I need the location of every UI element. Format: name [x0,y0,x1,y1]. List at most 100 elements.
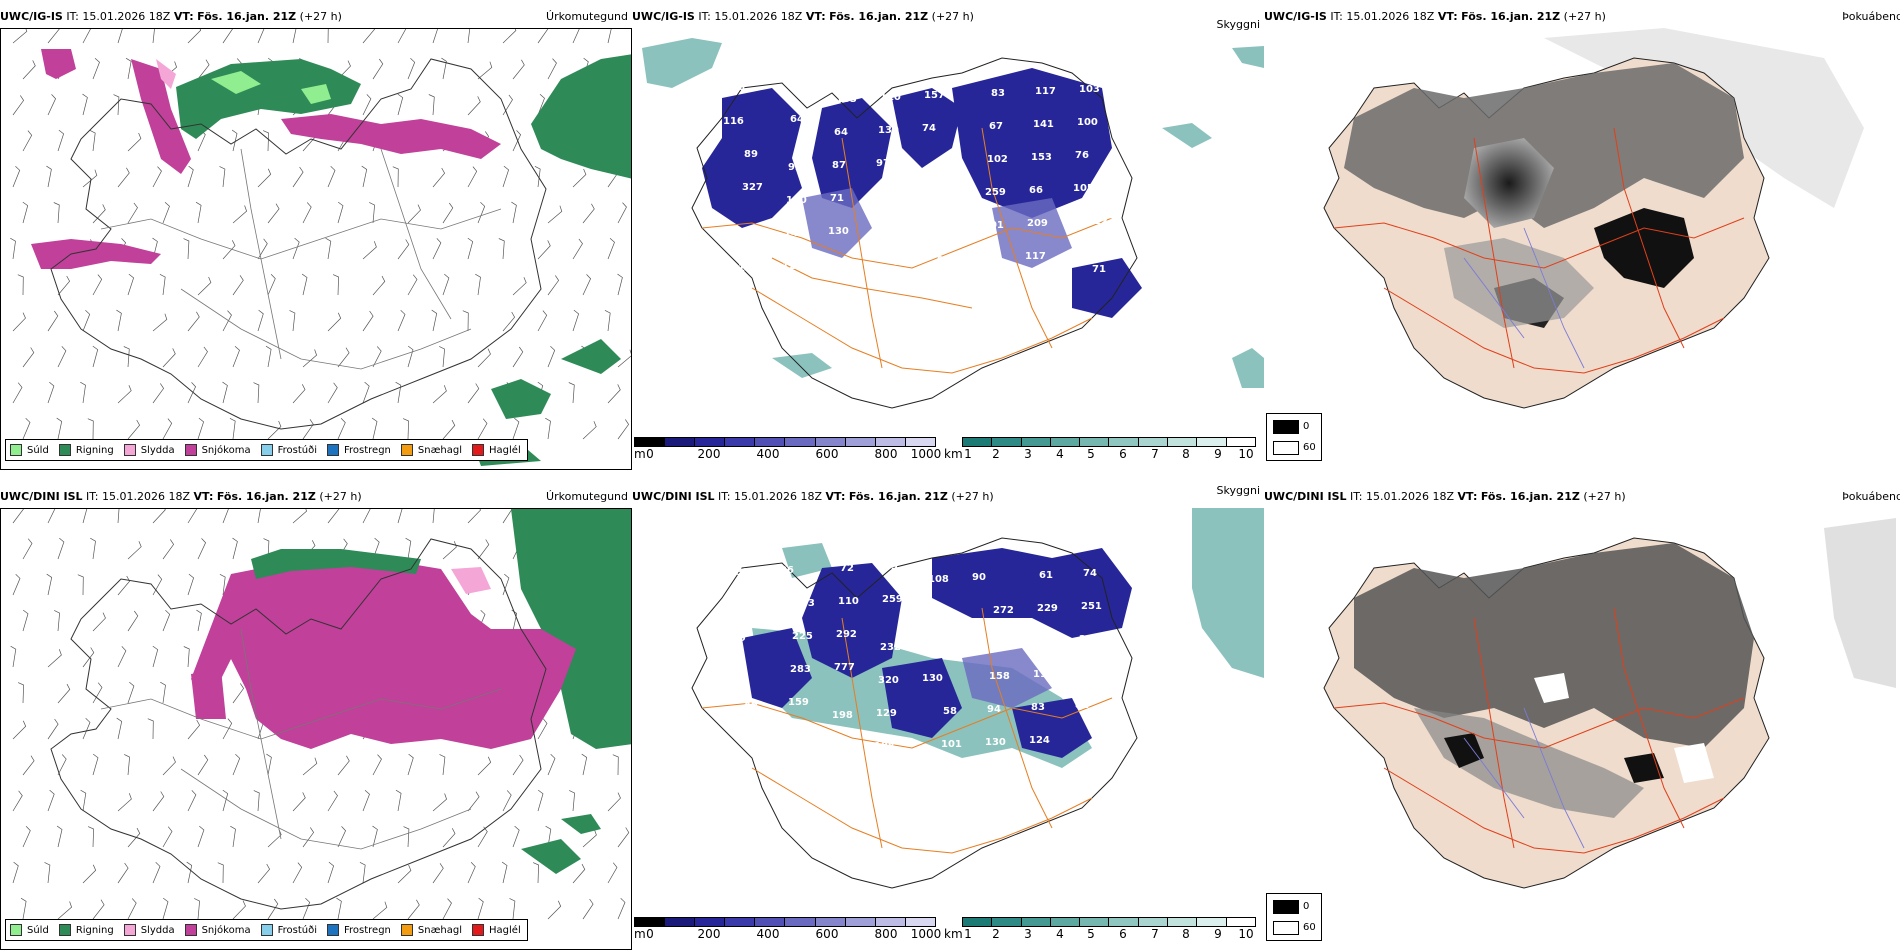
wind-barb [12,720,27,740]
ceiling-value-label: 116 [723,116,744,127]
legend-item-snow: Snjókoma [184,444,251,456]
wind-barb [44,862,51,884]
ceiling-value-label: 308 [1035,636,1056,647]
wind-barb [432,167,446,188]
ceiling-value-label: 154 [1077,667,1098,678]
ceiling-value-label: 209 [1027,218,1048,229]
ceiling-value-label: 119 [740,230,761,241]
ceiling-value-label: 259 [985,187,1006,198]
ceiling-value-label: 94 [987,704,1001,715]
wind-barb [253,382,260,404]
wind-barb [572,238,583,260]
wind-barb [187,165,194,188]
wind-barb [22,201,29,224]
wind-barb [152,313,168,332]
wind-barb [187,311,200,332]
legend-item-snow-pellets: Snæhagl [400,924,462,936]
rain-area-east [511,509,631,749]
wind-barb [617,827,630,848]
wind-barb [80,381,86,404]
ceiling-value-label: 100 [1077,117,1098,128]
wind-barb [222,718,233,740]
wind-barb [537,240,551,260]
wind-barb [362,310,374,332]
ceiling-value-label: 206 [773,565,794,576]
wind-barb [532,862,539,884]
wind-barb [113,94,120,116]
ceiling-value-label: 130 [828,226,849,237]
wind-barb [604,309,611,332]
wind-barb [547,345,556,368]
wind-barb [362,241,377,260]
wind-barb [395,381,402,404]
wind-barb [405,537,412,560]
roads [701,127,1113,374]
ceiling-value-label: 190 [786,195,807,206]
rain-area-south [471,339,621,466]
sleet-area [156,59,176,89]
wind-barb [222,509,229,524]
wind-barb [403,826,410,848]
wind-barb [617,897,626,920]
model-name: UWC/IG-IS [1264,10,1327,23]
wind-barb [152,861,161,884]
wind-barb [116,309,122,332]
wind-barb [267,274,276,296]
ceiling-value-label: 141 [1033,119,1054,130]
wind-barb [187,382,197,404]
ceiling-value-label: 198 [832,710,853,721]
wind-barb [292,792,306,812]
ceiling-value-label: 130 [878,125,899,136]
wind-barb [582,203,595,224]
wind-barb [582,898,594,920]
wind-barb [127,541,142,560]
wind-barb [467,166,478,188]
wind-barb [186,861,193,884]
ceiling-value-label: 74 [1083,568,1097,579]
wind-barb [428,94,435,116]
wind-barb [572,309,580,332]
ceiling-map-svg: 132 206 72 83 108 90 61 74 164 103 110 259 245 272 229… [691,508,1264,889]
panel-fog-dini: UWC/DINI ISL IT: 15.01.2026 18Z VT: Fös.… [1264,488,1900,950]
ceiling-value-label: 251 [1081,601,1102,612]
ceiling-value-label: 70 [943,156,957,167]
wind-barb [77,574,84,596]
wind-barb [371,417,378,440]
wind-barb [568,382,575,404]
wind-barb [197,346,208,368]
wind-barb [82,509,88,524]
wind-barb [397,29,407,44]
wind-barb [327,29,329,44]
wind-barb [54,610,60,632]
legend-swatch [327,444,339,456]
legend-item-freezing-rain: Frostregn [327,444,391,456]
wind-barb [337,201,344,224]
wind-barb [219,166,226,188]
ceiling-value-label: 76 [1075,150,1089,161]
wind-barb [56,417,63,440]
ceiling-labels: 164 92 133 110 157 83 117 103 116 64 64 130 74 67 141 1… [723,81,1115,275]
wind-barb [581,753,588,776]
wind-barb [22,417,31,440]
panel-ceiling-visibility-dini: UWC/DINI ISL IT: 15.01.2026 18Z VT: Fös.… [632,484,1264,950]
ceiling-value-label: 133 [836,94,857,105]
ceiling-value-label: 89 [744,699,758,710]
ceiling-value-label: 124 [1029,735,1050,746]
snow-area-north [281,114,501,159]
wind-barb [372,346,382,368]
fog-key-low-swatch [1273,420,1299,434]
wind-barb [512,346,524,368]
precip-type-map: Súld Rigning Slydda Snjókoma Frostúði Fr… [0,508,632,950]
wind-barb [267,420,282,440]
wind-barb [82,29,91,44]
wind-barb [56,825,63,848]
fog-map-svg [1323,28,1864,409]
wind-barb [407,345,414,368]
wind-barb [572,168,587,188]
wind-barb [222,240,236,260]
wind-barb [92,899,105,920]
legend-item-snow-pellets: Snæhagl [400,444,462,456]
wind-barb [152,29,155,44]
wind-barb [498,238,505,260]
wind-barb [607,384,621,404]
